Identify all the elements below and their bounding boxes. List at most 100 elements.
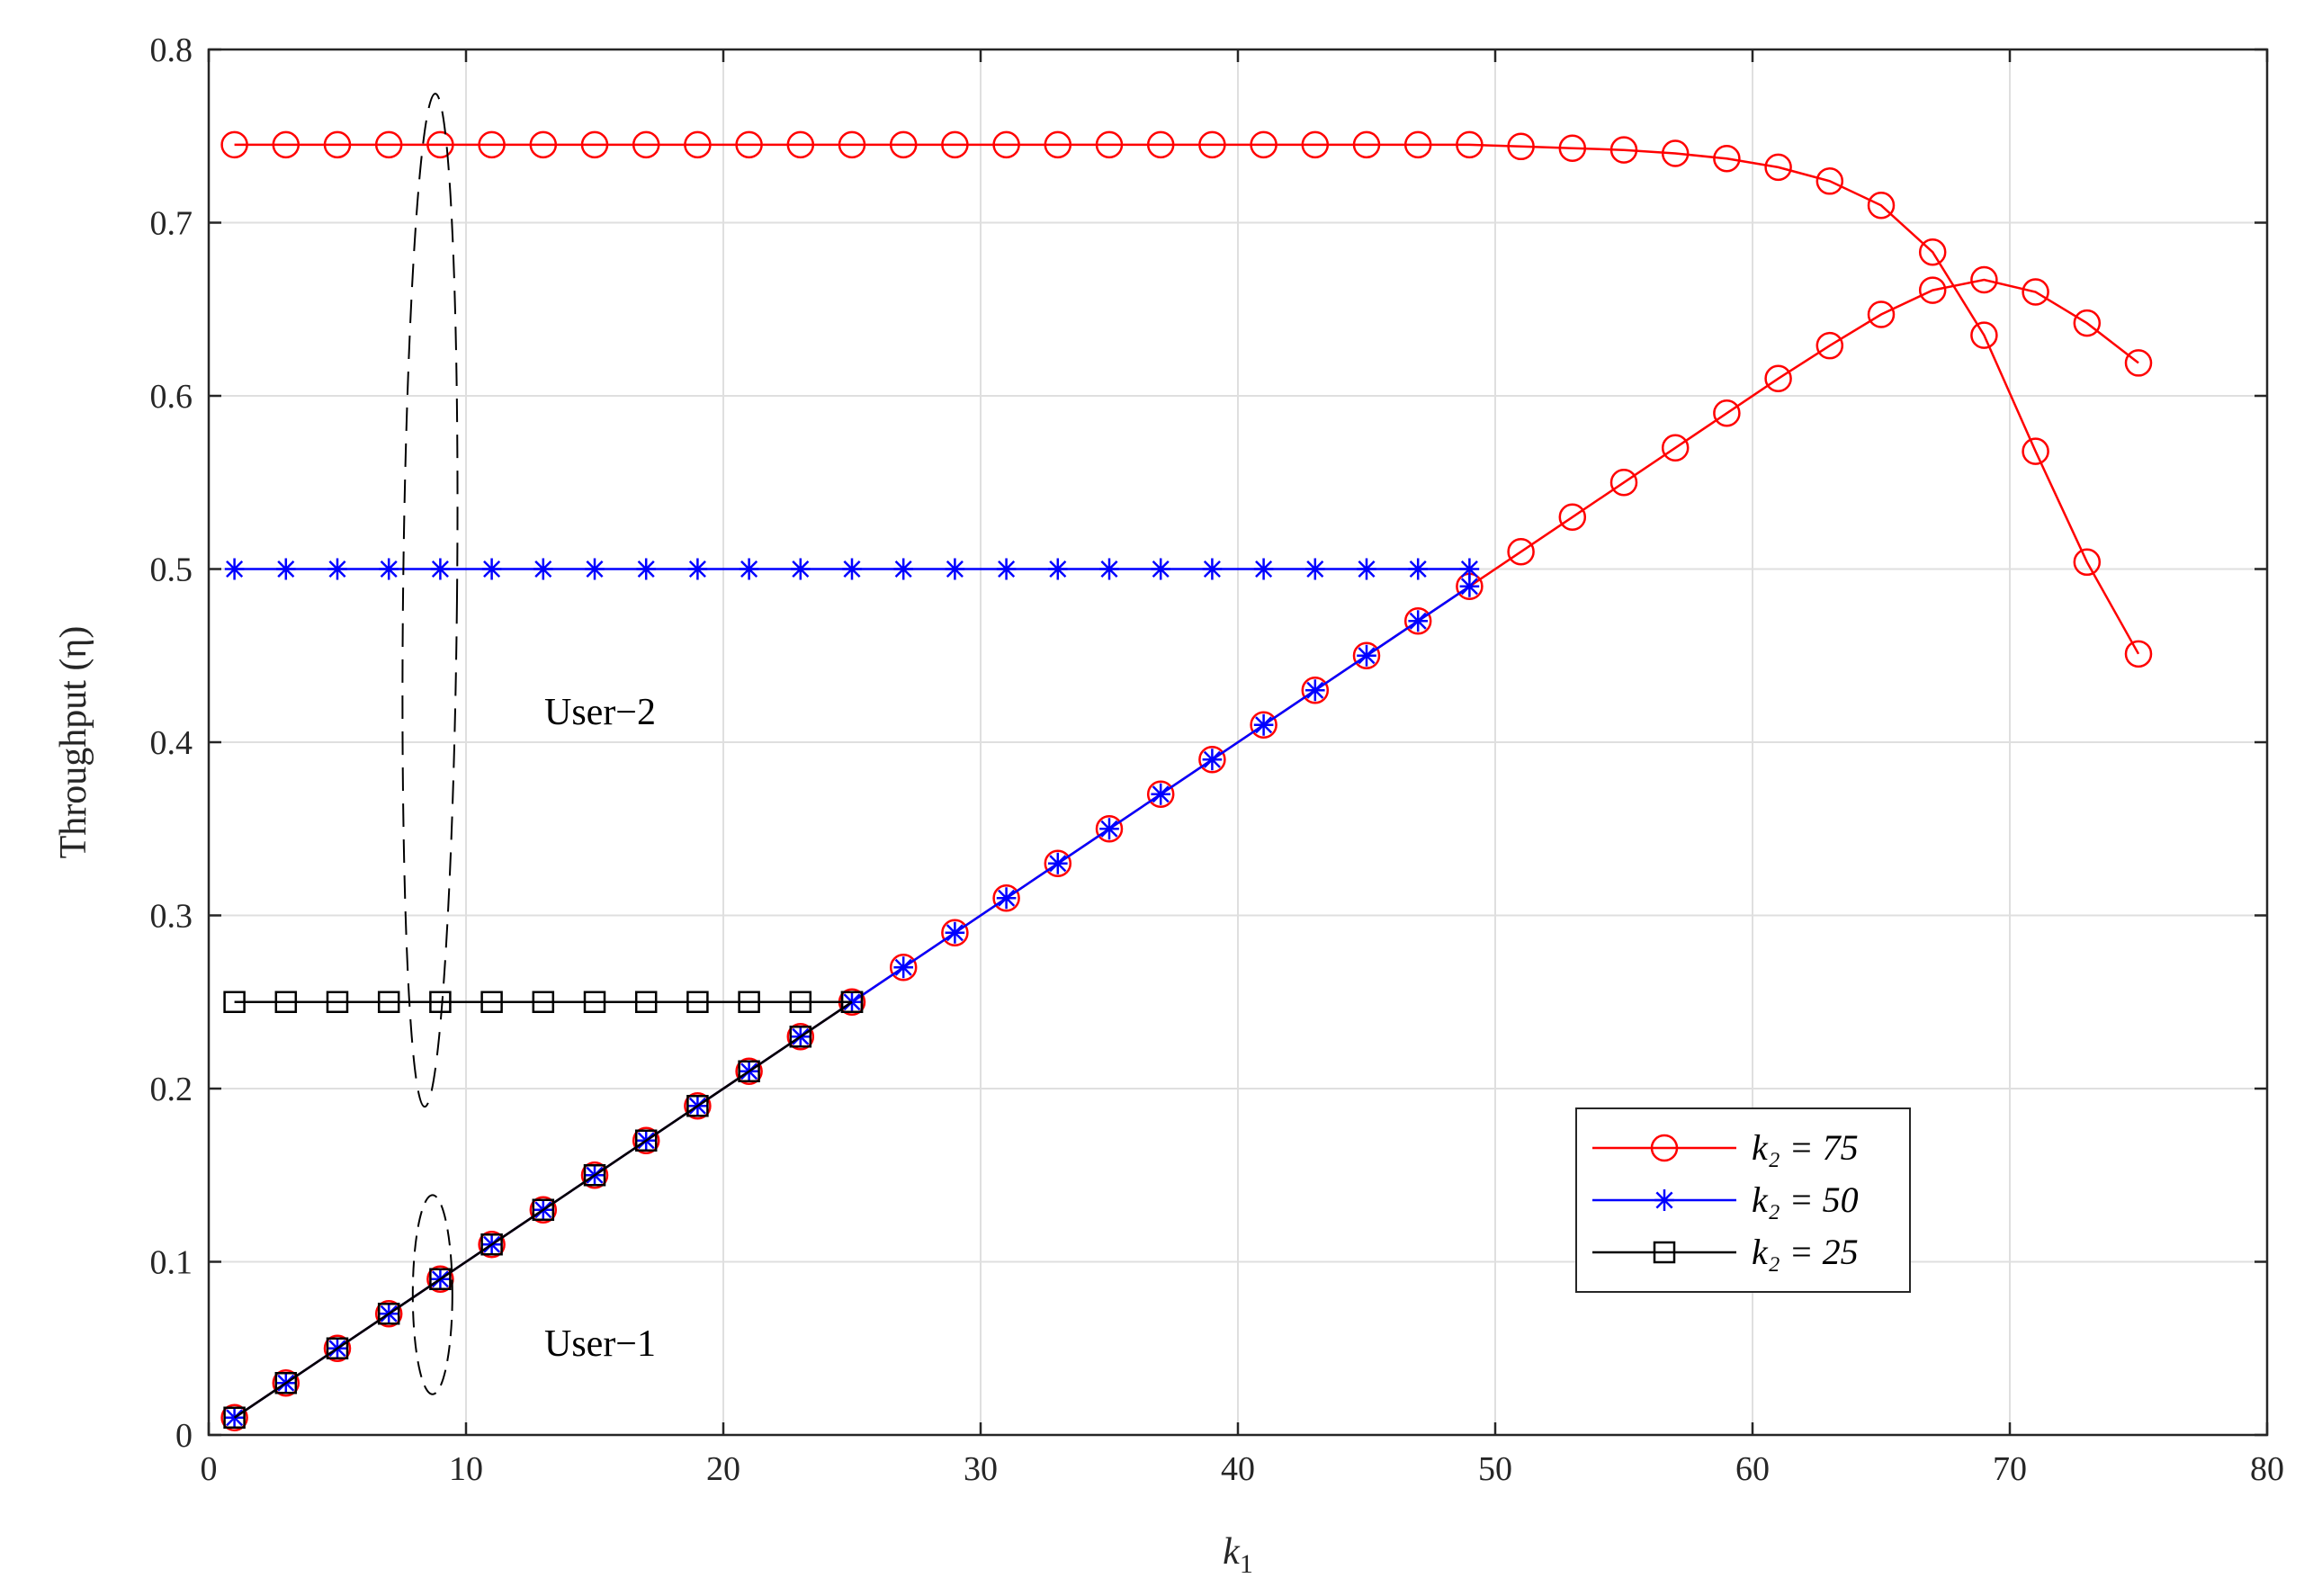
square-marker (223, 1406, 246, 1429)
circle-marker (374, 1300, 403, 1328)
y-tick-label: 0.5 (150, 551, 193, 589)
circle-marker (992, 884, 1020, 912)
series-line (234, 143, 2140, 655)
square-marker (789, 1026, 812, 1048)
x-tick-label: 70 (1993, 1450, 2027, 1488)
y-tick-label: 0.7 (150, 205, 193, 243)
x-tick-label: 20 (706, 1450, 740, 1488)
square-marker (738, 1060, 760, 1082)
x-axis-label-main: k (1223, 1531, 1241, 1573)
group-ellipses (401, 93, 459, 1395)
circle-marker (786, 1023, 815, 1051)
asterisk-marker (1202, 558, 1223, 580)
legend-item: k₂ = 75 (1592, 1127, 1859, 1168)
legend-label: k₂ = 25 (1752, 1232, 1859, 1272)
square-marker (686, 1095, 709, 1117)
circle-marker (220, 130, 248, 159)
square-marker (686, 991, 709, 1013)
circle-marker (1403, 130, 1432, 159)
user-2-ellipse (401, 93, 459, 1108)
asterisk-marker (687, 558, 708, 580)
circle-marker (1609, 469, 1638, 497)
square-marker (480, 991, 503, 1013)
square-marker (377, 1303, 400, 1325)
circle-marker (992, 130, 1020, 159)
asterisk-marker (1099, 818, 1119, 840)
circle-marker (1558, 134, 1587, 162)
asterisk-marker (1099, 558, 1119, 580)
circle-marker (2022, 437, 2049, 465)
circle-marker (1867, 192, 1896, 220)
legend-item: k₂ = 25 (1592, 1232, 1859, 1272)
circle-marker (1095, 815, 1124, 843)
square-marker (429, 991, 452, 1013)
circle-marker (684, 1092, 712, 1120)
asterisk-marker (379, 558, 399, 580)
circle-marker (1764, 153, 1792, 182)
circle-marker (323, 1334, 352, 1362)
circle-marker (941, 919, 969, 946)
circle-marker (272, 130, 300, 159)
circle-marker (529, 130, 558, 159)
circle-marker (1661, 139, 1690, 167)
square-marker (480, 1233, 503, 1256)
asterisk-marker (327, 558, 347, 580)
series (223, 991, 864, 1429)
circle-marker (632, 130, 660, 159)
circle-marker (1250, 711, 1278, 739)
series (224, 558, 1480, 580)
legend-item: k₂ = 50 (1592, 1179, 1859, 1220)
x-tick-labels: 0 10 20 30 40 50 60 70 80 (201, 1450, 2285, 1488)
y-tick-label: 0.6 (150, 378, 193, 416)
y-tick-label: 0.4 (150, 724, 193, 762)
asterisk-marker (430, 558, 451, 580)
annotation-user-2: User−2 (544, 692, 656, 733)
circle-marker (889, 130, 918, 159)
asterisk-marker (224, 558, 245, 580)
asterisk-marker (1408, 558, 1428, 580)
y-tick-label: 0.3 (150, 898, 193, 936)
x-axis-label-subscript: 1 (1240, 1549, 1253, 1579)
circle-marker (735, 130, 763, 159)
circle-marker (1918, 238, 1947, 266)
circle-marker (1558, 503, 1587, 531)
y-tick-label: 0.8 (150, 31, 193, 69)
asterisk-marker (1253, 713, 1274, 736)
asterisk-marker (481, 558, 502, 580)
asterisk-marker (1357, 558, 1376, 580)
circle-marker (1456, 130, 1484, 159)
circle-marker (1044, 849, 1072, 877)
circle-marker (426, 1265, 454, 1293)
circle-marker (478, 130, 506, 159)
legend-label: k₂ = 75 (1752, 1127, 1859, 1168)
circle-marker (1301, 677, 1330, 704)
circle-marker (1352, 130, 1381, 159)
square-marker (634, 991, 658, 1013)
annotation-user-1: User−1 (544, 1323, 656, 1365)
asterisk-marker (1408, 610, 1428, 632)
asterisk-marker (1357, 644, 1376, 667)
series (220, 130, 2153, 668)
circle-marker (786, 130, 815, 159)
y-tick-label: 0.1 (150, 1244, 193, 1282)
circle-marker (1970, 265, 1998, 294)
square-marker (738, 991, 760, 1013)
square-marker (532, 1198, 555, 1221)
circle-marker (1713, 145, 1741, 173)
circle-marker (580, 1161, 609, 1189)
circle-marker (1146, 130, 1175, 159)
circle-marker (1507, 538, 1535, 566)
x-tick-label: 0 (201, 1450, 218, 1488)
asterisk-marker (739, 558, 759, 580)
square-marker (223, 991, 246, 1013)
asterisk-marker (1305, 558, 1325, 580)
user-1-ellipse (411, 1194, 453, 1395)
circle-marker (2124, 640, 2153, 668)
circle-marker (1198, 130, 1226, 159)
circle-marker (1507, 132, 1535, 161)
circle-marker (323, 130, 352, 159)
square-marker (532, 991, 555, 1013)
circle-marker (1918, 276, 1947, 304)
y-tick-labels: 0 0.1 0.2 0.3 0.4 0.5 0.6 0.7 0.8 (150, 31, 193, 1455)
circle-marker (735, 1057, 763, 1085)
